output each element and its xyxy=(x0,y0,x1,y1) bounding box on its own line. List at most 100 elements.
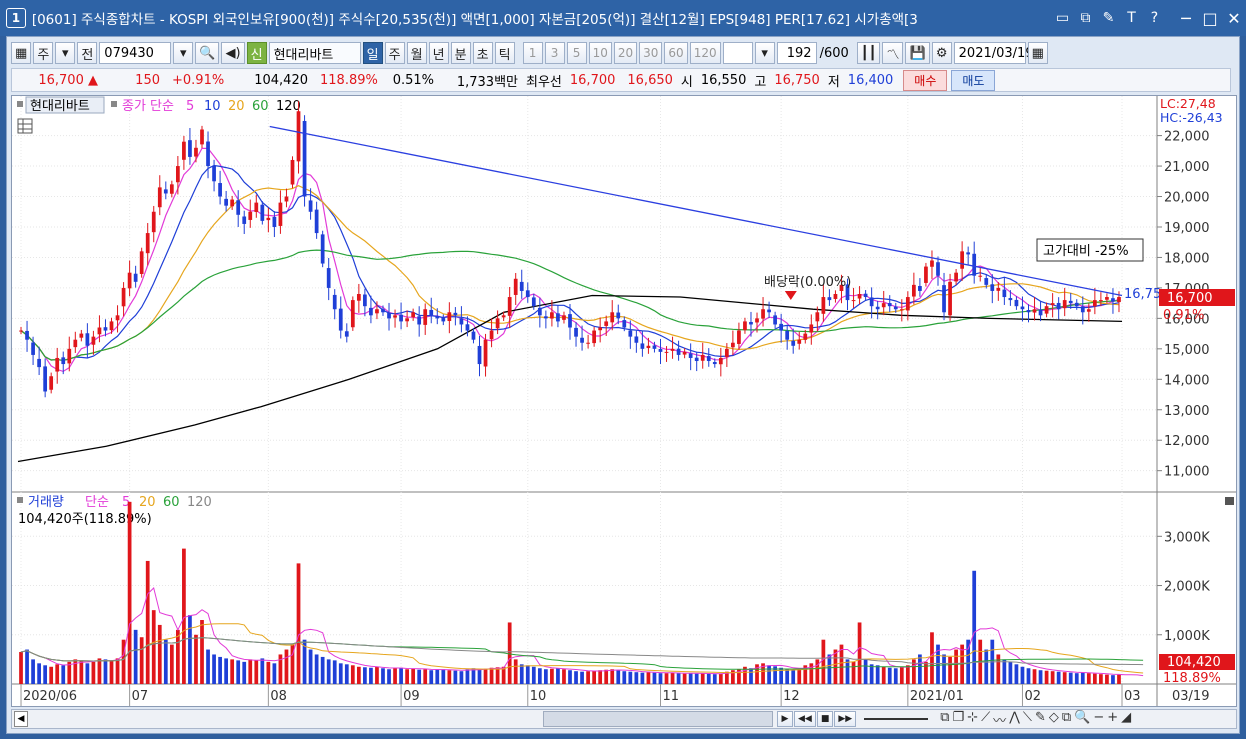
price-change-pct: +0.91% xyxy=(172,72,225,88)
sell-button[interactable]: 매도 xyxy=(951,69,996,91)
stop-icon[interactable]: ■ xyxy=(816,711,834,727)
panel-close-icon[interactable] xyxy=(1225,497,1234,505)
ma5-legend[interactable]: 5 xyxy=(186,99,194,114)
chart-area[interactable]: 22,00021,00020,00019,00018,00017,00016,0… xyxy=(11,95,1237,707)
play-icon[interactable]: ▶ xyxy=(777,711,793,727)
period-type-select[interactable]: 주 xyxy=(33,42,54,64)
bar-count-input[interactable]: 192 xyxy=(776,42,817,64)
candle-body xyxy=(441,318,446,322)
wave-tool-icon[interactable]: 〰 xyxy=(993,713,1007,729)
interval-custom-input[interactable] xyxy=(722,42,753,64)
dropdown-arrow-icon[interactable]: ▾ xyxy=(55,42,76,64)
draw-tool-icon[interactable]: ✎ xyxy=(1034,709,1046,725)
table-icon[interactable] xyxy=(17,118,33,134)
volume-bar xyxy=(483,668,488,684)
pattern-tool-icon[interactable]: ⋀ xyxy=(1009,709,1020,725)
forward-icon[interactable]: ▶▶ xyxy=(834,711,857,727)
crosshair-icon[interactable]: ⊹ xyxy=(967,709,979,725)
maximize-icon[interactable]: □ xyxy=(1202,8,1218,28)
period-day[interactable]: 일 xyxy=(362,42,383,64)
interval-30[interactable]: 30 xyxy=(639,42,663,64)
candle-body xyxy=(610,312,615,323)
interval-60[interactable]: 60 xyxy=(664,42,688,64)
period-tick[interactable]: 틱 xyxy=(494,42,515,64)
save-icon[interactable]: 💾 xyxy=(905,42,930,64)
horizontal-scrollbar[interactable]: ◀ ▶ ◀◀ ■ ▶▶ ⧉ ❐ ⊹ ⟋ 〰 ⋀ ⟍ ✎ ◇ ⧉ 🔍 − + ◢ xyxy=(11,709,1237,729)
window-tile-icon[interactable]: ⧉ xyxy=(940,709,950,725)
ma-legend-label[interactable]: 종가 단순 xyxy=(122,99,174,114)
speaker-icon[interactable]: ◀) xyxy=(221,42,245,64)
volume-bar xyxy=(169,644,174,684)
search-icon[interactable]: 🔍 xyxy=(195,42,220,64)
pin-icon[interactable]: ✎ xyxy=(1102,10,1115,26)
zoom-out-icon[interactable]: − xyxy=(1093,709,1105,725)
interval-10[interactable]: 10 xyxy=(588,42,612,64)
scroll-thumb[interactable] xyxy=(543,711,773,727)
stock-chart-svg[interactable]: 22,00021,00020,00019,00018,00017,00016,0… xyxy=(12,96,1236,706)
volume-legend-label[interactable]: 거래량 xyxy=(28,495,64,510)
volume-bar xyxy=(363,667,367,684)
ma10-legend[interactable]: 10 xyxy=(204,99,221,114)
volume-ma20-legend[interactable]: 20 xyxy=(139,495,156,510)
code-dropdown-icon[interactable]: ▾ xyxy=(173,42,194,64)
date-input[interactable]: 2021/03/19 xyxy=(953,42,1034,64)
volume-bar xyxy=(1068,672,1073,684)
close-icon[interactable]: ✕ xyxy=(1227,8,1241,28)
layout-icon[interactable]: ▭ xyxy=(1055,10,1070,26)
interval-120[interactable]: 120 xyxy=(689,42,721,64)
ma20-legend[interactable]: 20 xyxy=(228,99,245,114)
copy-icon[interactable]: ⧉ xyxy=(1080,10,1091,26)
scroll-left-icon[interactable]: ◀ xyxy=(14,711,28,727)
shape-tool-icon[interactable]: ◇ xyxy=(1048,709,1059,725)
buy-button[interactable]: 매수 xyxy=(903,69,948,91)
volume-bar xyxy=(803,665,808,684)
volume-ma5-legend[interactable]: 5 xyxy=(122,495,130,510)
period-minute[interactable]: 분 xyxy=(450,42,471,64)
trendline-tool-icon[interactable]: ⟋ xyxy=(981,709,991,725)
line-tool-icon[interactable]: ⟍ xyxy=(1022,709,1032,725)
volume-bar xyxy=(815,659,820,684)
volume-bar xyxy=(272,663,277,684)
indicator-icon[interactable]: 〽 xyxy=(882,42,904,64)
fullscreen-icon[interactable]: ◢ xyxy=(1121,709,1132,725)
ma120-legend[interactable]: 120 xyxy=(276,99,301,114)
period-year[interactable]: 년 xyxy=(428,42,449,64)
interval-3[interactable]: 3 xyxy=(544,42,565,64)
help-icon[interactable]: ? xyxy=(1150,10,1159,26)
volume-ma60-legend[interactable]: 60 xyxy=(163,495,180,510)
copy-chart-icon[interactable]: ⧉ xyxy=(1061,709,1072,725)
candle-body xyxy=(435,316,440,319)
ma60-line xyxy=(20,249,1120,361)
interval-dropdown-icon[interactable]: ▾ xyxy=(754,42,775,64)
jeon-button[interactable]: 전 xyxy=(77,42,98,64)
volume-bar xyxy=(737,669,741,684)
candle-body xyxy=(1062,300,1067,309)
text-icon[interactable]: T xyxy=(1127,10,1136,26)
settings-grid-icon[interactable]: ▦ xyxy=(11,42,32,64)
rewind-icon[interactable]: ◀◀ xyxy=(794,711,816,727)
period-month[interactable]: 월 xyxy=(406,42,427,64)
gear-icon[interactable]: ⚙ xyxy=(931,42,952,64)
window-number-icon[interactable]: 1 xyxy=(6,8,26,28)
zoom-icon[interactable]: 🔍 xyxy=(1074,709,1091,725)
window-cascade-icon[interactable]: ❐ xyxy=(952,709,965,725)
volume-bar xyxy=(296,563,301,684)
stock-code-input[interactable]: 079430 xyxy=(99,42,172,64)
candle-body xyxy=(562,315,566,320)
calendar-icon[interactable]: ▦ xyxy=(1027,42,1048,64)
chart-type-icon[interactable]: ┃┃ xyxy=(856,42,881,64)
ma60-legend[interactable]: 60 xyxy=(252,99,269,114)
interval-5[interactable]: 5 xyxy=(566,42,587,64)
zoom-slider[interactable] xyxy=(864,718,929,720)
period-week[interactable]: 주 xyxy=(384,42,405,64)
volume-bar xyxy=(1008,661,1013,684)
volume-ma120-legend[interactable]: 120 xyxy=(187,495,212,510)
volume-ma-label[interactable]: 단순 xyxy=(85,495,109,510)
zoom-in-icon[interactable]: + xyxy=(1107,709,1119,725)
minimize-icon[interactable]: ─ xyxy=(1181,8,1191,28)
period-second[interactable]: 초 xyxy=(472,42,493,64)
candle-body xyxy=(718,357,723,365)
interval-20[interactable]: 20 xyxy=(613,42,638,64)
interval-1[interactable]: 1 xyxy=(522,42,543,64)
candle-body xyxy=(1032,309,1037,313)
